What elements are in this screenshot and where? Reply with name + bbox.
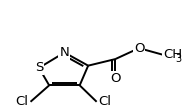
Text: Cl: Cl <box>99 95 112 108</box>
Text: O: O <box>134 42 144 55</box>
Text: O: O <box>110 72 121 85</box>
Text: 3: 3 <box>175 54 181 64</box>
Text: Cl: Cl <box>16 95 29 108</box>
Text: CH: CH <box>163 48 182 61</box>
Text: S: S <box>35 61 43 74</box>
Text: N: N <box>59 46 69 59</box>
